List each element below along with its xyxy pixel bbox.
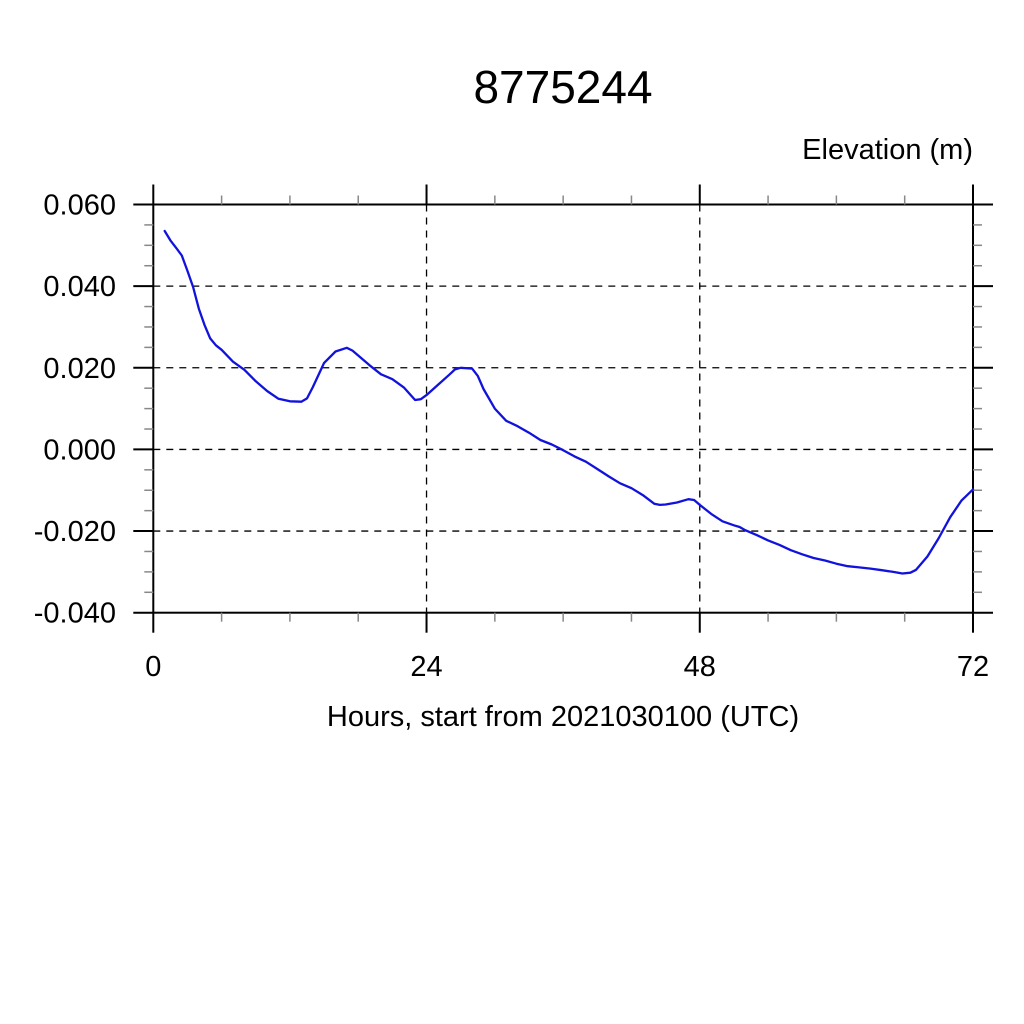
y-tick-label: 0.000 bbox=[43, 434, 116, 466]
y-tick-label: 0.060 bbox=[43, 190, 116, 222]
y-tick-label: -0.040 bbox=[34, 598, 116, 630]
elevation-series-line bbox=[163, 229, 975, 575]
x-axis-label: Hours, start from 2021030100 (UTC) bbox=[326, 701, 800, 733]
y-tick-label: 0.040 bbox=[43, 271, 116, 303]
x-tick-label: 72 bbox=[957, 651, 989, 683]
plot-frame bbox=[152, 203, 975, 614]
chart-title: 8775244 bbox=[473, 61, 653, 113]
x-tick-label: 24 bbox=[410, 651, 442, 683]
y-tick-label: 0.020 bbox=[43, 353, 116, 385]
x-tick-label: 48 bbox=[684, 651, 716, 683]
elevation-axis-label: Elevation (m) bbox=[802, 134, 973, 166]
x-tick-label: 0 bbox=[145, 651, 161, 683]
y-tick-label: -0.020 bbox=[34, 516, 116, 548]
